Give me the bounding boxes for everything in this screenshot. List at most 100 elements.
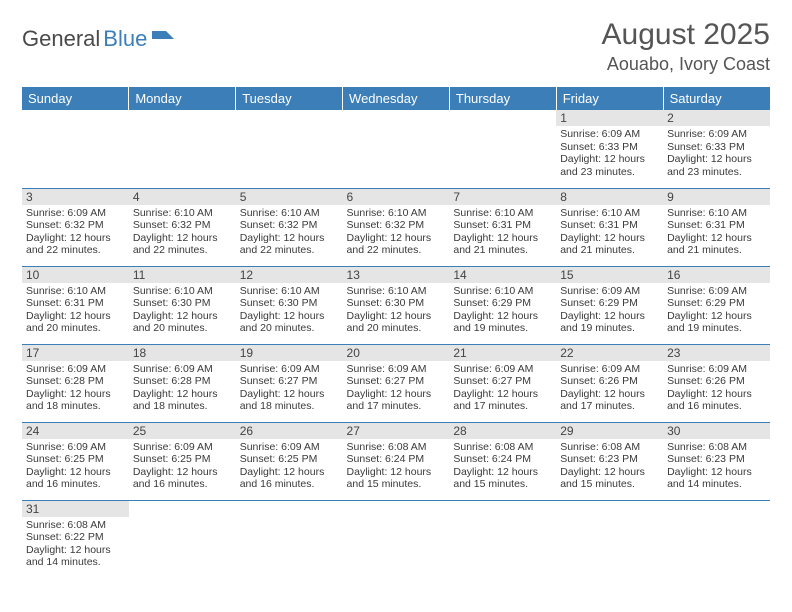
- daylight-line: Daylight: 12 hours and 17 minutes.: [347, 388, 446, 413]
- daylight-line: Daylight: 12 hours and 18 minutes.: [133, 388, 232, 413]
- day-number: 20: [343, 345, 450, 361]
- day-details: Sunrise: 6:10 AMSunset: 6:30 PMDaylight:…: [236, 283, 343, 338]
- daylight-line: Daylight: 12 hours and 20 minutes.: [133, 310, 232, 335]
- calendar-cell: 7Sunrise: 6:10 AMSunset: 6:31 PMDaylight…: [449, 188, 556, 266]
- calendar-cell: 1Sunrise: 6:09 AMSunset: 6:33 PMDaylight…: [556, 110, 663, 188]
- daylight-line: Daylight: 12 hours and 21 minutes.: [560, 232, 659, 257]
- day-number: 17: [22, 345, 129, 361]
- calendar-cell: 21Sunrise: 6:09 AMSunset: 6:27 PMDayligh…: [449, 344, 556, 422]
- day-number: 25: [129, 423, 236, 439]
- day-details: Sunrise: 6:09 AMSunset: 6:25 PMDaylight:…: [22, 439, 129, 494]
- calendar-cell: 11Sunrise: 6:10 AMSunset: 6:30 PMDayligh…: [129, 266, 236, 344]
- sunset-line: Sunset: 6:32 PM: [240, 219, 339, 232]
- calendar-cell: [343, 500, 450, 578]
- day-number: 5: [236, 189, 343, 205]
- sunrise-line: Sunrise: 6:09 AM: [347, 363, 446, 376]
- sunrise-line: Sunrise: 6:09 AM: [26, 207, 125, 220]
- daylight-line: Daylight: 12 hours and 16 minutes.: [26, 466, 125, 491]
- sunrise-line: Sunrise: 6:10 AM: [453, 207, 552, 220]
- empty-day: [236, 110, 343, 126]
- daylight-line: Daylight: 12 hours and 20 minutes.: [240, 310, 339, 335]
- day-details: Sunrise: 6:08 AMSunset: 6:24 PMDaylight:…: [343, 439, 450, 494]
- day-details: Sunrise: 6:09 AMSunset: 6:25 PMDaylight:…: [129, 439, 236, 494]
- calendar-cell: 3Sunrise: 6:09 AMSunset: 6:32 PMDaylight…: [22, 188, 129, 266]
- empty-day: [129, 501, 236, 517]
- empty-day: [449, 110, 556, 126]
- calendar-cell: 12Sunrise: 6:10 AMSunset: 6:30 PMDayligh…: [236, 266, 343, 344]
- sunset-line: Sunset: 6:31 PM: [667, 219, 766, 232]
- calendar-cell: 22Sunrise: 6:09 AMSunset: 6:26 PMDayligh…: [556, 344, 663, 422]
- day-details: Sunrise: 6:09 AMSunset: 6:29 PMDaylight:…: [556, 283, 663, 338]
- sunrise-line: Sunrise: 6:09 AM: [560, 285, 659, 298]
- sunrise-line: Sunrise: 6:10 AM: [26, 285, 125, 298]
- day-details: Sunrise: 6:09 AMSunset: 6:29 PMDaylight:…: [663, 283, 770, 338]
- sunrise-line: Sunrise: 6:10 AM: [347, 207, 446, 220]
- sunrise-line: Sunrise: 6:09 AM: [240, 441, 339, 454]
- calendar-cell: [556, 500, 663, 578]
- header: GeneralBlue August 2025 Aouabo, Ivory Co…: [22, 18, 770, 75]
- daylight-line: Daylight: 12 hours and 18 minutes.: [240, 388, 339, 413]
- sunrise-line: Sunrise: 6:10 AM: [347, 285, 446, 298]
- sunset-line: Sunset: 6:24 PM: [453, 453, 552, 466]
- empty-day: [449, 501, 556, 517]
- calendar-row: 1Sunrise: 6:09 AMSunset: 6:33 PMDaylight…: [22, 110, 770, 188]
- day-number: 27: [343, 423, 450, 439]
- sunrise-line: Sunrise: 6:09 AM: [26, 363, 125, 376]
- month-title: August 2025: [602, 18, 770, 52]
- logo-text-1: General: [22, 26, 100, 52]
- daylight-line: Daylight: 12 hours and 19 minutes.: [667, 310, 766, 335]
- daylight-line: Daylight: 12 hours and 20 minutes.: [347, 310, 446, 335]
- logo-text-2: Blue: [103, 26, 147, 52]
- sunset-line: Sunset: 6:29 PM: [453, 297, 552, 310]
- daylight-line: Daylight: 12 hours and 16 minutes.: [667, 388, 766, 413]
- day-number: 24: [22, 423, 129, 439]
- sunrise-line: Sunrise: 6:09 AM: [240, 363, 339, 376]
- calendar-cell: 25Sunrise: 6:09 AMSunset: 6:25 PMDayligh…: [129, 422, 236, 500]
- calendar-cell: 19Sunrise: 6:09 AMSunset: 6:27 PMDayligh…: [236, 344, 343, 422]
- weekday-header: Tuesday: [236, 87, 343, 110]
- day-number: 14: [449, 267, 556, 283]
- day-details: Sunrise: 6:10 AMSunset: 6:31 PMDaylight:…: [556, 205, 663, 260]
- day-number: 1: [556, 110, 663, 126]
- empty-day: [556, 501, 663, 517]
- day-details: Sunrise: 6:08 AMSunset: 6:23 PMDaylight:…: [663, 439, 770, 494]
- sunrise-line: Sunrise: 6:10 AM: [240, 207, 339, 220]
- calendar-cell: [663, 500, 770, 578]
- calendar-row: 31Sunrise: 6:08 AMSunset: 6:22 PMDayligh…: [22, 500, 770, 578]
- daylight-line: Daylight: 12 hours and 16 minutes.: [240, 466, 339, 491]
- sunrise-line: Sunrise: 6:09 AM: [667, 285, 766, 298]
- day-number: 16: [663, 267, 770, 283]
- day-details: Sunrise: 6:09 AMSunset: 6:28 PMDaylight:…: [129, 361, 236, 416]
- calendar-row: 10Sunrise: 6:10 AMSunset: 6:31 PMDayligh…: [22, 266, 770, 344]
- weekday-header: Wednesday: [343, 87, 450, 110]
- day-details: Sunrise: 6:09 AMSunset: 6:33 PMDaylight:…: [556, 126, 663, 181]
- sunrise-line: Sunrise: 6:10 AM: [560, 207, 659, 220]
- empty-day: [22, 110, 129, 126]
- sunrise-line: Sunrise: 6:09 AM: [667, 363, 766, 376]
- day-number: 10: [22, 267, 129, 283]
- sunrise-line: Sunrise: 6:09 AM: [560, 128, 659, 141]
- day-details: Sunrise: 6:09 AMSunset: 6:26 PMDaylight:…: [556, 361, 663, 416]
- flag-icon: [152, 31, 174, 47]
- day-details: Sunrise: 6:08 AMSunset: 6:22 PMDaylight:…: [22, 517, 129, 572]
- weekday-header: Monday: [129, 87, 236, 110]
- day-details: Sunrise: 6:09 AMSunset: 6:33 PMDaylight:…: [663, 126, 770, 181]
- calendar-cell: [22, 110, 129, 188]
- sunset-line: Sunset: 6:32 PM: [26, 219, 125, 232]
- sunrise-line: Sunrise: 6:08 AM: [347, 441, 446, 454]
- calendar-cell: 24Sunrise: 6:09 AMSunset: 6:25 PMDayligh…: [22, 422, 129, 500]
- daylight-line: Daylight: 12 hours and 15 minutes.: [560, 466, 659, 491]
- sunset-line: Sunset: 6:23 PM: [560, 453, 659, 466]
- day-details: Sunrise: 6:09 AMSunset: 6:26 PMDaylight:…: [663, 361, 770, 416]
- daylight-line: Daylight: 12 hours and 19 minutes.: [560, 310, 659, 335]
- day-number: 9: [663, 189, 770, 205]
- daylight-line: Daylight: 12 hours and 21 minutes.: [667, 232, 766, 257]
- sunrise-line: Sunrise: 6:09 AM: [453, 363, 552, 376]
- sunset-line: Sunset: 6:23 PM: [667, 453, 766, 466]
- day-details: Sunrise: 6:10 AMSunset: 6:30 PMDaylight:…: [129, 283, 236, 338]
- sunrise-line: Sunrise: 6:09 AM: [667, 128, 766, 141]
- daylight-line: Daylight: 12 hours and 19 minutes.: [453, 310, 552, 335]
- day-number: 11: [129, 267, 236, 283]
- calendar-row: 24Sunrise: 6:09 AMSunset: 6:25 PMDayligh…: [22, 422, 770, 500]
- day-number: 29: [556, 423, 663, 439]
